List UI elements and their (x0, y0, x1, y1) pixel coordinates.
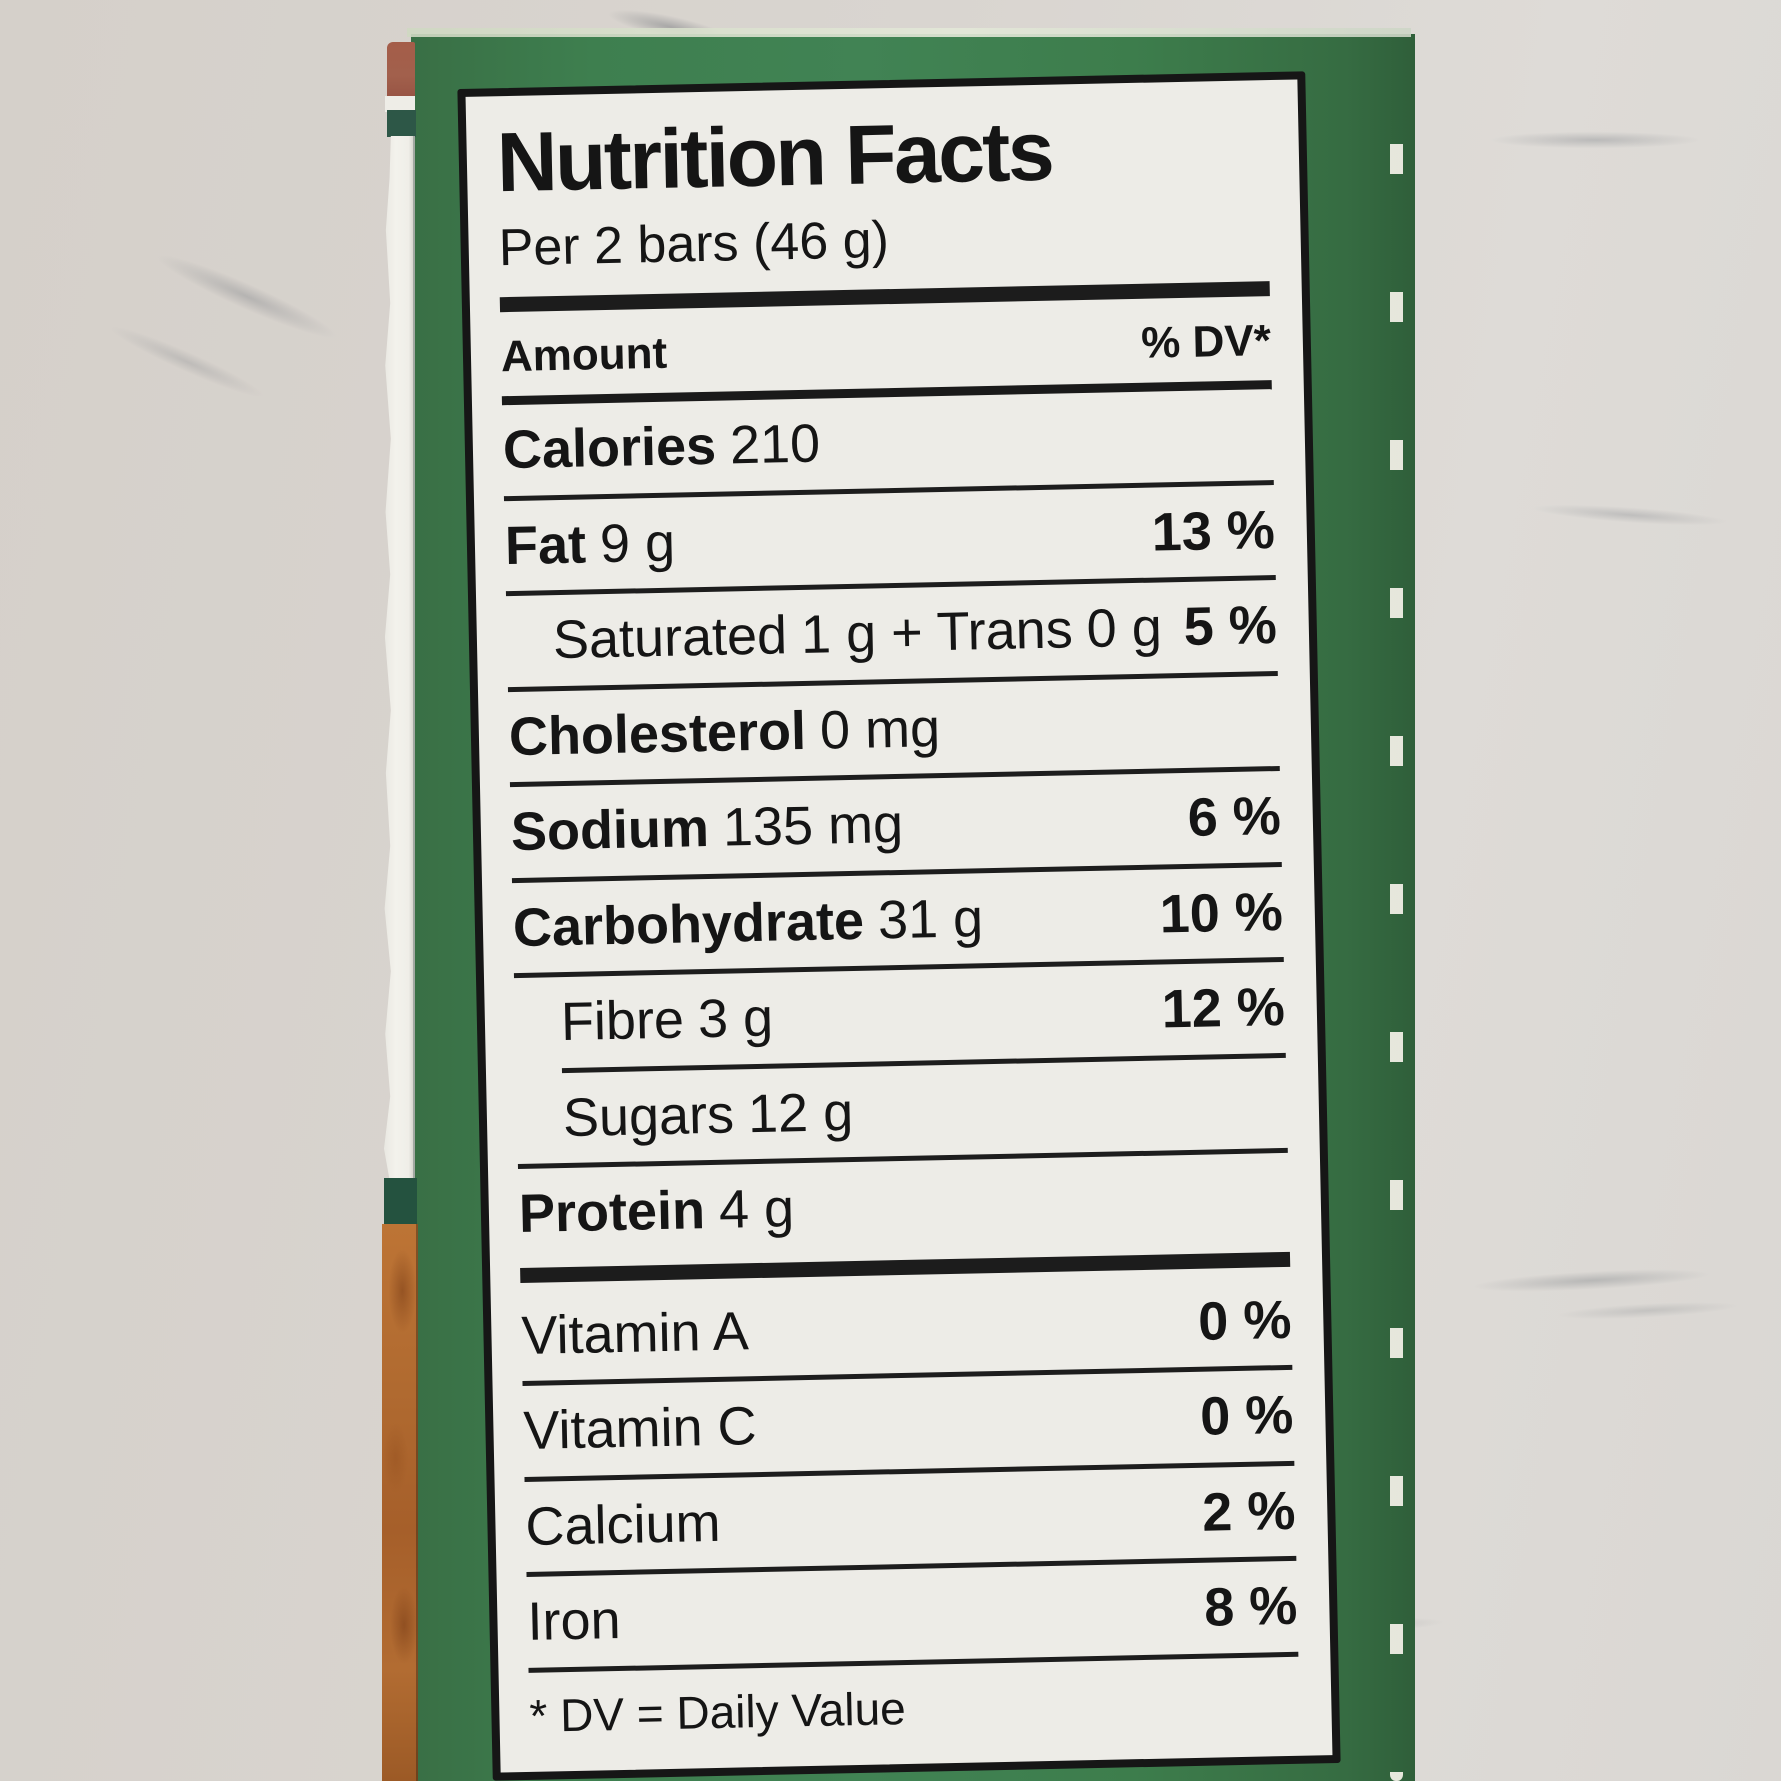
nutrient-amount: 12 g (747, 1081, 854, 1144)
marble-vein (59, 182, 401, 488)
box-left-granola-photo-strip (382, 1224, 418, 1781)
box-glue-marks (1390, 40, 1403, 1781)
column-dv-label: % DV* (1140, 316, 1272, 369)
box-top-edge (407, 28, 1411, 37)
nutrient-name: Vitamin A (520, 1300, 750, 1366)
nutrient-amount: 210 (729, 413, 821, 476)
nutrient-dv: 5 % (1183, 595, 1278, 658)
granola-box-side-panel: Nutrition Facts Per 2 bars (46 g) Amount… (381, 28, 1415, 1781)
box-left-dark-green-band (384, 1178, 417, 1224)
nutrient-amount: 1 g (800, 603, 877, 666)
nutrient-dv: 6 % (1187, 786, 1282, 849)
column-amount-label: Amount (500, 329, 668, 382)
nutrient-name: Carbohydrate (512, 890, 865, 958)
nutrient-name: Fibre (560, 989, 685, 1053)
marble-vein (1477, 459, 1781, 571)
box-left-white-flap-edge (384, 136, 415, 1180)
row-calories: Calories 210 (502, 389, 1274, 496)
serving-size: Per 2 bars (46 g) (498, 211, 890, 278)
nutrient-name: Vitamin C (522, 1396, 758, 1462)
row-carbohydrate: Carbohydrate 31 g 10 % (512, 867, 1284, 974)
nutrient-name: Iron (526, 1590, 622, 1652)
nutrient-dv: 8 % (1203, 1575, 1298, 1638)
row-sugars: Sugars 12 g (516, 1058, 1288, 1165)
nutrient-name: Saturated (552, 605, 788, 671)
nutrient-name: + Trans (890, 599, 1074, 664)
nutrient-name: Cholesterol (508, 700, 807, 767)
nutrient-dv: 0 % (1197, 1289, 1292, 1352)
nutrient-name: Sugars (562, 1084, 735, 1148)
row-fat: Fat 9 g 13 % (504, 485, 1276, 592)
nutrient-name: Calories (502, 416, 717, 481)
nutrient-dv: 12 % (1161, 977, 1286, 1040)
nutrient-dv: 2 % (1201, 1480, 1296, 1543)
nutrient-amount: 135 mg (722, 794, 904, 858)
row-sodium: Sodium 135 mg 6 % (510, 771, 1282, 878)
dv-footnote: * DV = Daily Value (528, 1681, 907, 1742)
box-right-corner-edge (1388, 40, 1415, 1781)
label-title: Nutrition Facts (495, 103, 1053, 210)
row-vitamin-c: Vitamin C 0 % (523, 1370, 1295, 1477)
box-left-white-gap (385, 96, 415, 112)
row-cholesterol: Cholesterol 0 mg (508, 676, 1280, 783)
row-calcium: Calcium 2 % (525, 1465, 1297, 1572)
nutrient-name: Protein (518, 1180, 706, 1245)
nutrient-name: Fat (504, 514, 587, 577)
nutrient-dv: 0 % (1199, 1384, 1294, 1447)
marble-vein (1427, 1220, 1781, 1350)
nutrient-dv: 10 % (1159, 881, 1284, 945)
row-fibre: Fibre 3 g 12 % (514, 962, 1286, 1069)
row-protein: Protein 4 g (518, 1153, 1290, 1260)
nutrient-amount: 0 mg (819, 697, 941, 761)
nutrient-amount: 0 g (1086, 597, 1163, 660)
nutrient-amount: 31 g (877, 888, 984, 951)
nutrition-facts-label: Nutrition Facts Per 2 bars (46 g) Amount… (457, 71, 1341, 1781)
nutrient-name: Sodium (510, 798, 710, 863)
nutrient-amount: 3 g (697, 987, 774, 1050)
nutrient-dv: 13 % (1151, 499, 1276, 563)
nutrient-amount: 9 g (599, 512, 676, 575)
row-saturated-trans: Saturated 1 g + Trans 0 g 5 % (506, 580, 1278, 687)
box-left-red-patch (387, 42, 415, 98)
column-header-row: Amount % DV* (500, 297, 1272, 397)
row-vitamin-a: Vitamin A 0 % (521, 1275, 1293, 1382)
box-left-dark-green-stripe (387, 110, 416, 137)
nutrient-amount: 4 g (718, 1178, 795, 1240)
marble-vein (1430, 100, 1760, 180)
nutrient-name: Calcium (524, 1492, 722, 1557)
row-iron: Iron 8 % (527, 1561, 1299, 1668)
